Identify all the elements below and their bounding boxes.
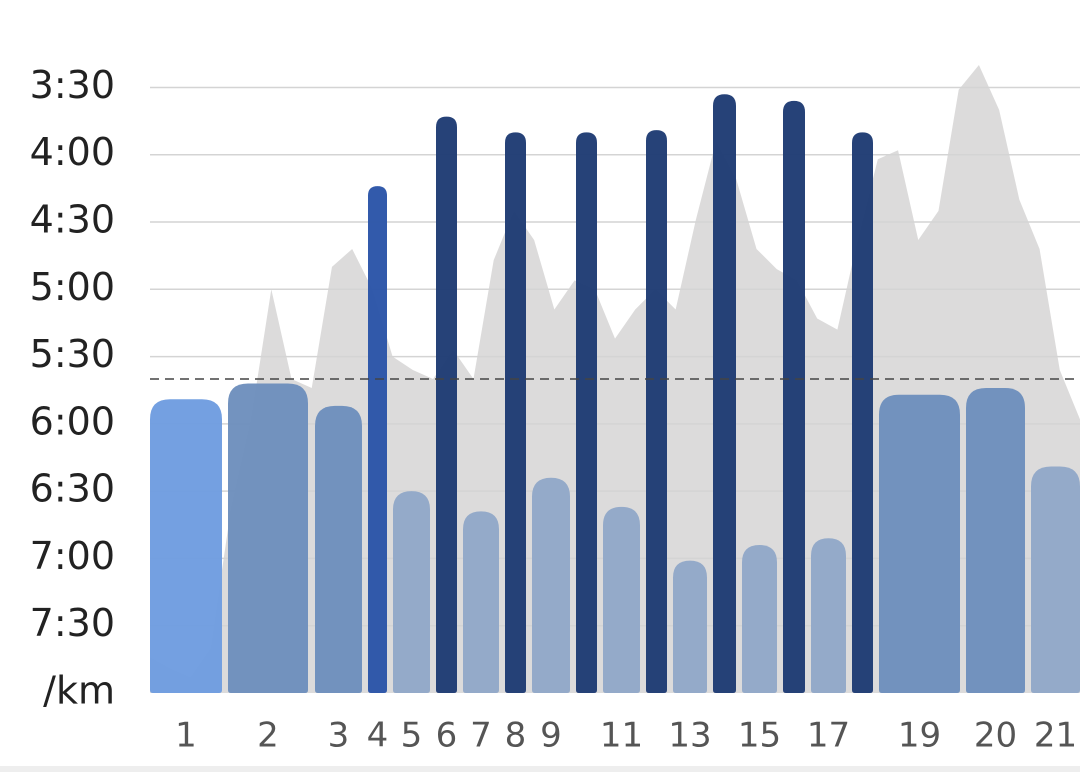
x-tick-label: 19	[898, 716, 941, 756]
x-tick-label: 13	[668, 716, 711, 756]
x-tick-label: 15	[738, 716, 781, 756]
bar	[713, 94, 736, 694]
x-tick-label: 5	[401, 716, 423, 756]
bar	[966, 387, 1025, 693]
y-tick-label: 3:30	[30, 63, 115, 107]
x-tick-label: 9	[540, 716, 562, 756]
x-tick-label: 6	[436, 716, 458, 756]
bar	[879, 394, 960, 693]
x-tick-label: 11	[600, 716, 643, 756]
y-tick-label: 6:30	[30, 467, 115, 511]
x-tick-label: 8	[505, 716, 527, 756]
y-tick-label: 7:00	[30, 534, 115, 578]
x-tick-label: 21	[1034, 716, 1077, 756]
y-tick-label: 4:00	[30, 130, 115, 174]
bar	[368, 186, 387, 693]
bar	[315, 405, 362, 693]
bar	[505, 132, 526, 694]
y-tick-label: /km	[43, 669, 115, 713]
bar	[463, 511, 499, 693]
bar	[811, 538, 846, 693]
bar	[150, 399, 222, 693]
bar	[646, 130, 667, 694]
y-tick-label: 4:30	[30, 198, 115, 242]
x-tick-label: 17	[807, 716, 850, 756]
y-tick-label: 5:30	[30, 332, 115, 376]
x-tick-label: 1	[175, 716, 197, 756]
bar	[532, 477, 570, 693]
bottom-strip	[0, 766, 1080, 772]
bar	[436, 116, 457, 694]
x-tick-label: 2	[257, 716, 279, 756]
bar	[1031, 466, 1080, 693]
bar	[228, 383, 308, 693]
x-tick-label: 7	[470, 716, 492, 756]
bar	[742, 544, 777, 693]
bar	[603, 506, 640, 693]
x-tick-label: 4	[367, 716, 389, 756]
bar	[852, 132, 873, 694]
x-tick-label: 3	[328, 716, 350, 756]
y-tick-label: 6:00	[30, 399, 115, 443]
bar	[576, 132, 597, 694]
bar	[673, 560, 707, 693]
y-tick-label: 5:00	[30, 265, 115, 309]
bar	[783, 100, 805, 693]
bar	[393, 491, 430, 693]
y-tick-label: 7:30	[30, 601, 115, 645]
x-tick-label: 20	[974, 716, 1017, 756]
